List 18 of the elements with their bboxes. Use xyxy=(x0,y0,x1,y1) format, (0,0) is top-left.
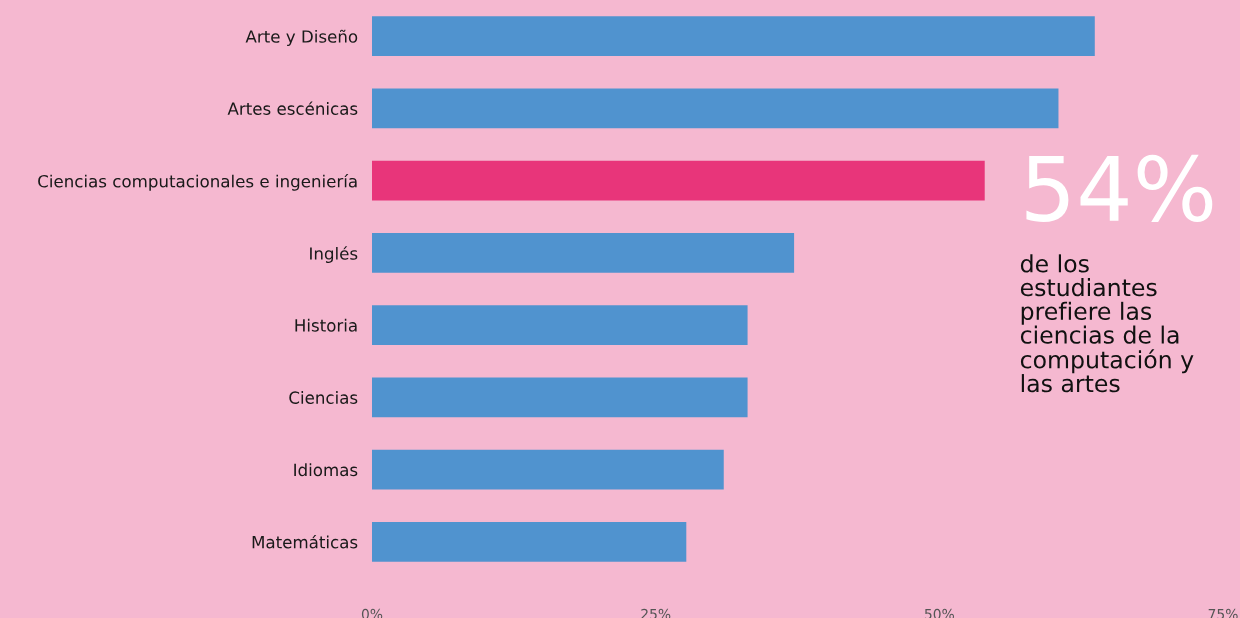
bar xyxy=(372,305,748,345)
bar xyxy=(372,160,985,201)
bar xyxy=(372,16,1095,56)
bar xyxy=(372,377,748,418)
y-tick-label: Inglés xyxy=(310,246,358,264)
y-tick-label: Idiomas xyxy=(294,463,358,477)
bar xyxy=(372,233,795,273)
bar xyxy=(372,88,1059,129)
y-tick-label: Matemáticas xyxy=(252,534,358,549)
y-tick-label: Historia xyxy=(295,318,357,332)
y-tick-label: Arte y Diseño xyxy=(245,29,358,47)
y-tick-label: Ciencias computacionales e ingeniería xyxy=(38,173,357,191)
bar xyxy=(372,449,724,490)
annotation: de los estudiantes prefiere las ciencias de la computación y las artes xyxy=(1020,254,1194,393)
y-tick-label: Artes escénicas xyxy=(227,101,358,115)
annotation: 54% xyxy=(1026,154,1213,222)
y-tick-label: Ciencias xyxy=(289,391,358,404)
bar xyxy=(372,522,687,562)
